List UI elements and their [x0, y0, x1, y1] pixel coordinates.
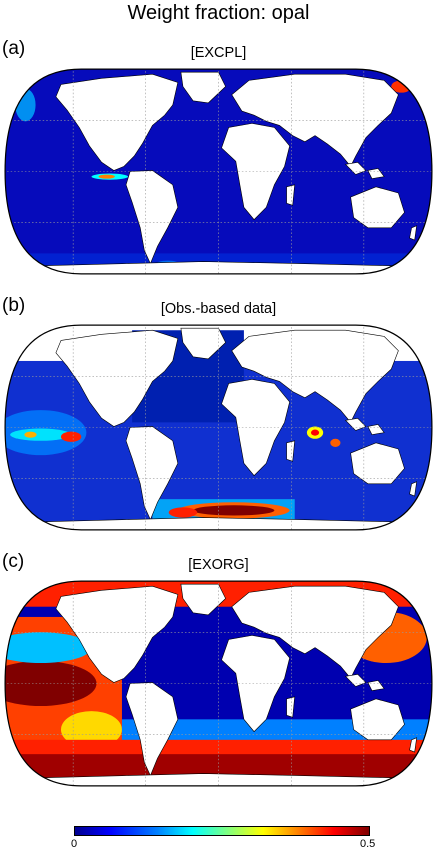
panel-c-title: [EXORG]: [188, 557, 249, 573]
panel-a-title: [EXCPL]: [190, 45, 247, 61]
map-panel-b: [4, 324, 433, 531]
colorbar-min-label: 0: [71, 838, 78, 850]
map-panel-c: [4, 580, 433, 787]
panel-a-letter: (a): [2, 38, 26, 59]
panel-b-letter: (b): [2, 295, 26, 316]
map-panel-a: [4, 68, 433, 275]
colorbar-max-label: 0.5: [360, 838, 376, 850]
panel-b-title: [Obs.-based data]: [160, 301, 277, 317]
figure-title: Weight fraction: opal: [127, 2, 310, 24]
colorbar: [74, 826, 370, 836]
panel-c-letter: (c): [2, 551, 25, 572]
